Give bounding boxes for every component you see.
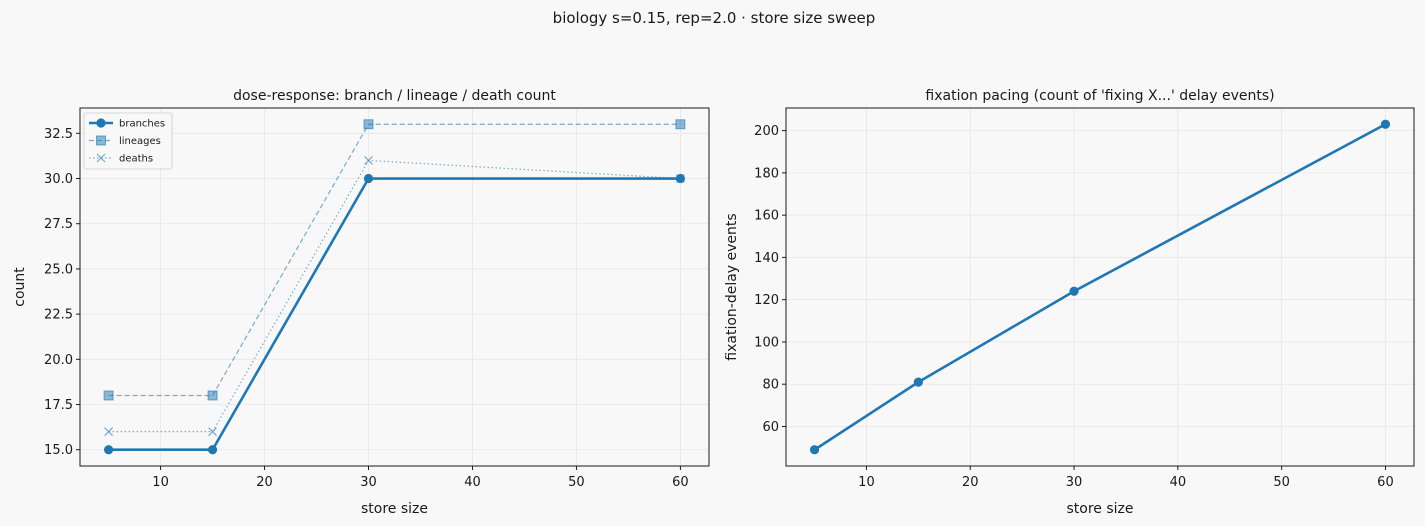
axes-frame-left [79,107,710,467]
y-tick-label: 180 [754,166,779,181]
data-point [208,427,217,437]
data-point [207,445,218,455]
series-line [108,159,681,433]
data-point [913,377,923,387]
chart-title-left: dose-response: branch / lineage / death … [233,88,556,104]
data-point [675,173,686,184]
x-axis-label-right: store size [1066,501,1133,517]
y-tick-label: 20.0 [44,353,73,368]
data-point [103,445,114,455]
y-tick-label: 120 [754,293,779,308]
x-tick-label: 30 [360,475,377,490]
data-point [207,390,218,401]
chart-right: 10 20 30 40 50 60 60 80 100 120 140 160 180 200 fixa… [724,88,1415,517]
series-line [108,177,681,452]
axes-frame-right [785,107,1415,467]
legend-items: branches lineages deaths [89,118,165,165]
legend-marker [96,118,106,128]
y-tick-label: 15.0 [44,443,73,458]
x-tick-label: 40 [1170,475,1187,490]
y-tick-label: 22.5 [44,308,73,323]
y-tick-label: 140 [754,251,779,266]
series-lineages [103,119,686,401]
legend-item-deaths: deaths [89,154,153,165]
y-tick-label: 27.5 [44,217,73,232]
x-tick-label: 10 [152,475,169,490]
series-line [813,123,1387,451]
y-ticks-left: 15.0 17.5 20.0 22.5 25.0 27.5 30.0 32.5 [44,127,80,458]
x-tick-label: 60 [1377,475,1394,490]
x-axis-label-left: store size [361,501,428,517]
legend-item-lineages: lineages [89,135,161,147]
chart-left: 10 20 30 40 50 60 15.0 17.5 20.0 22.5 25.0 27.5 30.… [12,88,710,517]
data-point [363,173,374,184]
y-tick-label: 32.5 [44,127,73,142]
y-ticks-right: 60 80 100 120 140 160 180 200 [754,124,786,435]
y-tick-label: 30.0 [44,172,73,187]
x-ticks-left: 10 20 30 40 50 60 [152,466,689,490]
series-branches [103,173,686,455]
legend-label: branches [119,119,165,130]
y-axis-label-left: count [12,267,28,307]
data-point [809,445,820,455]
data-point [1380,119,1391,129]
x-tick-label: 50 [568,475,585,490]
figure-suptitle: biology s=0.15, rep=2.0 · store size swe… [553,9,876,27]
data-point [103,390,114,401]
y-tick-label: 100 [754,335,779,350]
x-tick-label: 30 [1066,475,1083,490]
legend-box [83,112,173,170]
x-tick-label: 20 [962,475,979,490]
x-ticks-right: 10 20 30 40 50 60 [858,466,1394,490]
legend-item-branches: branches [89,118,165,130]
legend-label: lineages [119,136,161,147]
series-group-right [809,119,1391,455]
chart-title-right: fixation pacing (count of 'fixing X...' … [925,88,1274,104]
series-line [809,119,1391,455]
data-point [363,119,374,130]
y-tick-label: 200 [754,124,779,139]
legend-marker [96,135,106,146]
x-tick-label: 60 [672,475,689,490]
data-point [675,119,686,130]
y-tick-label: 25.0 [44,262,73,277]
data-point [104,427,114,437]
y-tick-label: 80 [762,378,779,393]
plot-area-right [786,108,1414,466]
y-tick-label: 160 [754,209,779,224]
plot-area-left [80,108,709,466]
series-line [108,123,681,397]
legend-marker [96,153,106,163]
y-tick-label: 60 [762,420,779,435]
x-tick-label: 40 [464,475,481,490]
x-tick-label: 10 [858,475,875,490]
legend-label: deaths [119,154,153,165]
legend: branches lineages deaths [83,112,173,170]
data-point [364,156,373,165]
x-tick-label: 20 [256,475,273,490]
y-tick-label: 17.5 [44,398,73,413]
series-group-left [103,119,686,455]
y-axis-label-right: fixation-delay events [724,213,740,360]
data-point [1069,286,1079,296]
x-tick-label: 50 [1273,475,1290,490]
